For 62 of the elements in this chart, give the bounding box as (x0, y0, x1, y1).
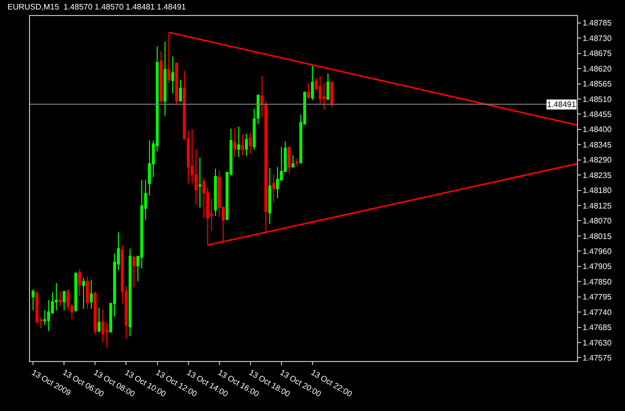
candlestick (252, 108, 256, 150)
candlestick (171, 56, 174, 94)
candlestick (272, 174, 276, 204)
candlestick (94, 291, 97, 335)
y-tick-label: 1.48290 (582, 156, 612, 165)
y-tick-label: 1.48015 (582, 232, 612, 241)
candlestick (54, 282, 58, 311)
y-tick-label: 1.47685 (582, 323, 612, 332)
y-tick-label: 1.47850 (582, 277, 612, 286)
y-tick-label: 1.47960 (582, 246, 612, 256)
candlestick (164, 41, 166, 116)
ref-line-label: 1.48491 (547, 100, 576, 109)
y-tick-label: 1.48235 (582, 170, 612, 180)
y-tick-label: 1.48400 (582, 125, 612, 134)
candlestick (132, 256, 136, 288)
y-tick-label: 1.48345 (582, 140, 612, 150)
candlestick (214, 168, 217, 217)
y-tick-label: 1.48180 (582, 186, 612, 196)
candlestick (241, 134, 244, 156)
candlestick (128, 248, 132, 337)
y-tick-label: 1.48565 (582, 80, 612, 89)
candlestick (307, 82, 310, 99)
candlestick (310, 65, 314, 101)
candlestick (58, 291, 62, 307)
candlestick (237, 126, 240, 158)
candlestick (78, 268, 82, 296)
candlestick (326, 73, 330, 101)
chart-title: EURUSD,M15 1.48570 1.48570 1.48481 1.48491 (8, 2, 186, 12)
y-tick-label: 1.48620 (582, 64, 612, 74)
candlestick (330, 82, 334, 108)
candlestick (175, 62, 178, 104)
candlestick (90, 279, 93, 310)
candlestick (260, 76, 264, 118)
candlestick (292, 154, 294, 168)
y-tick-label: 1.48070 (582, 216, 612, 226)
y-tick-label: 1.47740 (582, 308, 612, 317)
candlestick (233, 128, 236, 158)
y-tick-label: 1.47795 (582, 292, 612, 302)
candlestick (179, 79, 182, 102)
y-tick-label: 1.48730 (582, 34, 612, 43)
candlestick (288, 146, 291, 174)
candlestick (198, 157, 202, 208)
candlestick (295, 158, 298, 167)
y-tick-label: 1.48785 (582, 18, 612, 28)
candlestick (86, 276, 89, 310)
candlestick (62, 291, 66, 311)
y-tick-label: 1.47630 (582, 338, 612, 348)
y-tick-label: 1.47905 (582, 262, 612, 272)
y-tick-label: 1.48510 (582, 94, 612, 104)
y-tick-label: 1.48455 (582, 110, 612, 120)
candlestick (32, 288, 35, 311)
candlestick (268, 167, 272, 224)
candlestick (98, 307, 100, 332)
candlestick (248, 132, 252, 154)
candlestick (256, 94, 260, 125)
candlestick (82, 277, 85, 310)
candlestick (245, 133, 248, 156)
y-tick-label: 1.47575 (582, 353, 612, 362)
candlestick (160, 50, 163, 104)
y-tick-label: 1.48675 (582, 49, 612, 58)
y-tick-label: 1.48125 (582, 201, 612, 210)
candlestick (148, 140, 151, 196)
